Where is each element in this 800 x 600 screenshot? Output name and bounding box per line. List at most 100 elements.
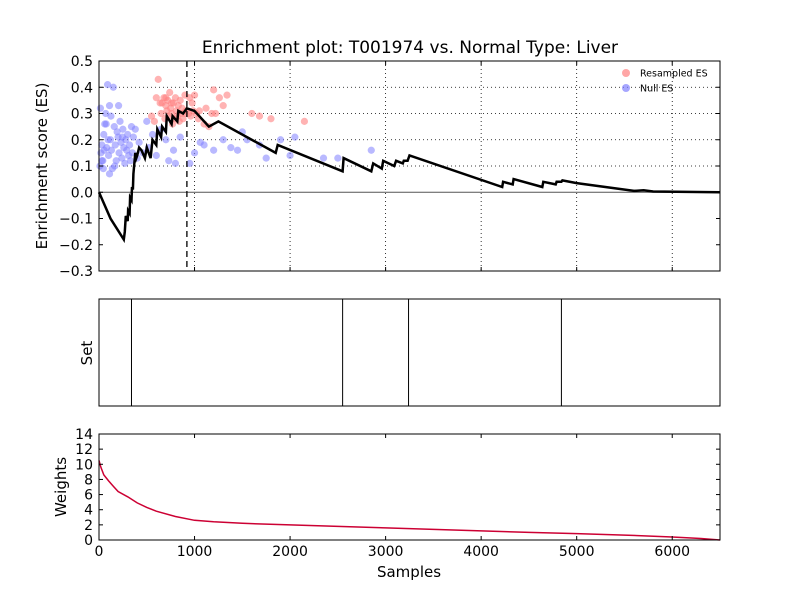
resampled-es-point: [255, 112, 264, 120]
null-es-point: [100, 130, 108, 139]
resampled-es-point: [152, 94, 160, 102]
null-es-point: [111, 141, 119, 149]
resampled-es-point: [150, 117, 159, 125]
weights-ylabel: Weights: [52, 457, 70, 517]
weights-x-tick-label: 4000: [463, 544, 499, 560]
null-es-point: [105, 102, 114, 110]
enrichment-panel: −0.3 −0.2 −0.1 0.0 0.1 0.2 0.3 0.4 0.5 Enrichmen…: [33, 54, 721, 280]
null-es-point: [262, 154, 270, 162]
y-tick-label: −0.1: [59, 212, 93, 228]
set-frame: [98, 298, 721, 407]
null-es-point: [114, 102, 123, 110]
y-tick-label: −0.3: [59, 264, 93, 280]
null-es-point: [103, 81, 112, 89]
resampled-es-point: [248, 109, 256, 118]
weights-frame: [98, 433, 721, 541]
null-es-point: [126, 157, 135, 165]
null-es-point: [186, 159, 194, 167]
null-es-point: [125, 141, 134, 149]
legend-label-null: Null ES: [640, 84, 673, 95]
null-es-point: [115, 149, 123, 157]
null-es-point: [119, 125, 127, 133]
resampled-es-point: [223, 91, 231, 99]
null-es-point: [334, 154, 342, 162]
null-es-point: [131, 125, 139, 133]
null-es-point: [143, 117, 151, 125]
weights-y-tick-label: 2: [84, 518, 93, 534]
resampled-es-point: [211, 109, 220, 118]
null-es-point: [219, 136, 227, 144]
weights-x-ticks: 0 1000 2000 3000 4000 5000 6000: [95, 434, 690, 560]
resampled-es-point: [267, 115, 275, 123]
set-ylabel: Set: [78, 341, 96, 366]
set-hit-lines: [130, 299, 562, 406]
null-es-point: [99, 165, 107, 173]
weights-y-tick-label: 14: [75, 427, 93, 443]
resampled-es-point: [166, 88, 174, 97]
y-tick-label: 0.1: [71, 159, 93, 175]
resampled-es-point: [188, 99, 196, 107]
y-tick-label: 0.2: [71, 133, 93, 149]
y-tick-label: −0.2: [59, 238, 93, 254]
null-es-point: [110, 123, 118, 131]
weights-x-tick-label: 2000: [272, 544, 308, 560]
resampled-es-point: [162, 94, 170, 102]
null-es-point: [104, 151, 113, 160]
null-es-point: [176, 133, 184, 141]
weights-x-tick-label: 5000: [559, 544, 595, 560]
null-es-point: [169, 146, 178, 154]
resampled-es-point: [156, 99, 164, 107]
y-tick-label: 0.4: [71, 80, 93, 96]
legend-marker-null: [622, 84, 630, 92]
weights-y-tick-label: 4: [84, 503, 93, 519]
y-tick-label: 0.5: [71, 54, 93, 70]
null-es-point: [286, 151, 294, 160]
null-es-point: [107, 146, 116, 154]
resampled-es-point: [215, 94, 223, 102]
null-es-point: [105, 170, 114, 178]
enrichment-ylabel: Enrichment score (ES): [33, 83, 51, 250]
resampled-es-point: [190, 91, 199, 99]
legend-label-resampled: Resampled ES: [640, 69, 708, 80]
weights-y-tick-label: 12: [75, 442, 93, 458]
null-es-point: [190, 149, 199, 157]
enrichment-grid: [99, 61, 720, 271]
figure-title: Enrichment plot: T001974 vs. Normal Type…: [202, 38, 618, 58]
resampled-es-point: [202, 104, 210, 112]
resampled-es-point: [157, 109, 165, 118]
resampled-es-point: [210, 86, 218, 94]
set-panel: Set: [78, 298, 721, 407]
weights-xlabel: Samples: [377, 563, 441, 581]
null-es-point: [162, 136, 170, 144]
resampled-es-point: [300, 117, 309, 125]
null-es-point: [107, 112, 115, 120]
resampled-es-points: [147, 75, 309, 131]
legend-marker-resampled: [622, 69, 630, 77]
legend: Resampled ES Null ES: [622, 69, 708, 95]
null-es-point: [111, 162, 119, 170]
null-es-point: [118, 133, 127, 141]
weights-y-tick-label: 8: [84, 472, 93, 488]
weights-x-tick-label: 6000: [654, 544, 690, 560]
resampled-es-point: [176, 96, 184, 104]
null-es-point: [116, 117, 124, 125]
null-es-point: [233, 146, 242, 154]
null-es-point: [227, 144, 235, 152]
weights-x-tick-label: 1000: [177, 544, 213, 560]
null-es-point: [171, 159, 180, 167]
null-es-point: [200, 141, 208, 149]
null-es-point: [118, 154, 126, 162]
null-es-point: [276, 136, 285, 144]
null-es-point: [291, 133, 299, 141]
resampled-es-point: [219, 102, 227, 110]
null-es-point: [148, 130, 157, 139]
y-tick-label: 0.3: [71, 107, 93, 123]
null-es-point: [121, 159, 129, 167]
null-es-point: [152, 151, 160, 160]
enrichment-x-ticks: [194, 61, 673, 271]
y-tick-label: 0.0: [71, 185, 93, 201]
weights-y-tick-label: 10: [75, 457, 93, 473]
resampled-es-point: [147, 112, 156, 120]
null-es-point: [96, 104, 105, 112]
null-es-point: [98, 157, 106, 165]
